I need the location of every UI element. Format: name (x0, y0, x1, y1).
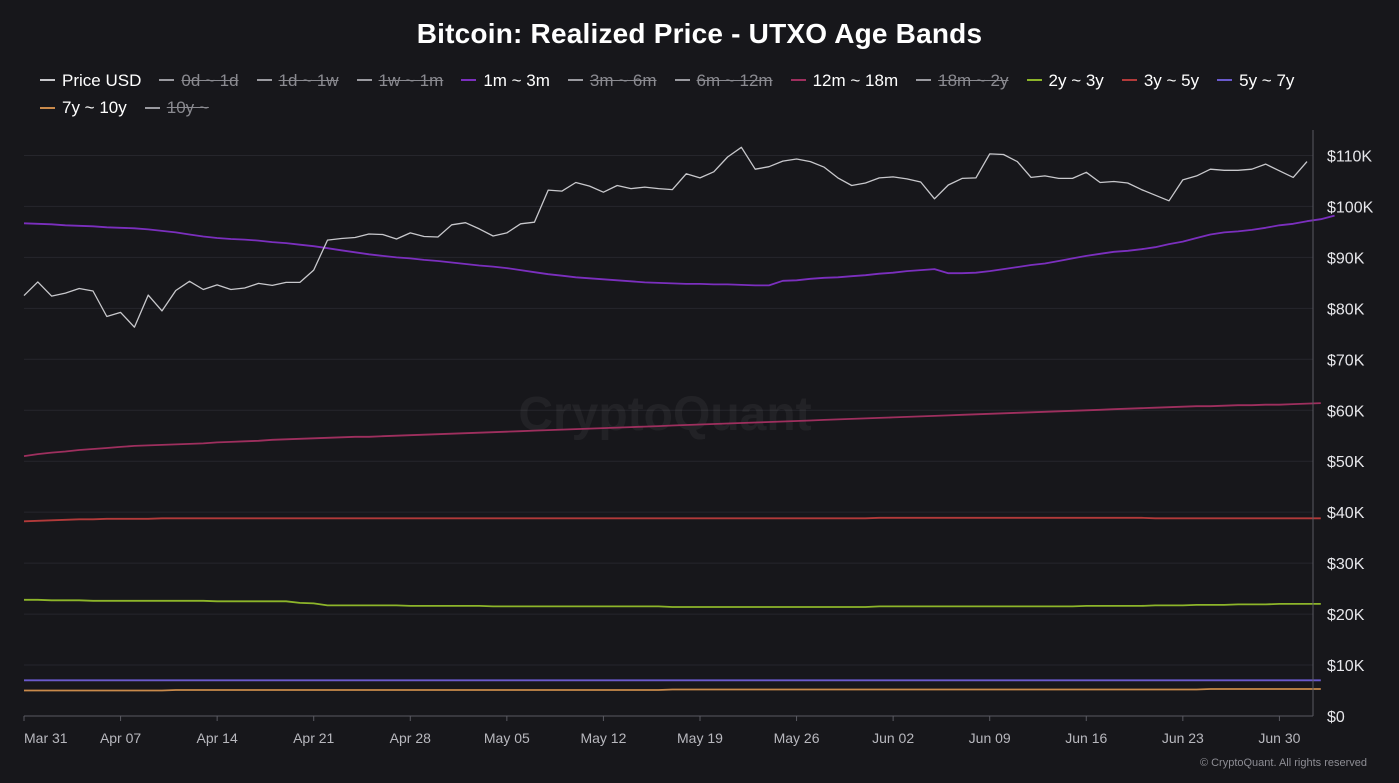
series-line-7y-10y (24, 688, 1321, 692)
legend-label: 3m ~ 6m (589, 70, 657, 90)
legend-label: 1m ~ 3m (483, 70, 550, 90)
legend-label: 5y ~ 7y (1239, 70, 1295, 90)
x-tick-label: May 05 (484, 730, 530, 746)
x-tick-label: Jun 16 (1065, 730, 1107, 746)
y-tick-label: $10K (1327, 658, 1365, 675)
legend-swatch (159, 79, 175, 81)
legend-swatch (674, 79, 690, 81)
legend-item-12[interactable]: 7y ~ 10y (40, 96, 127, 119)
legend-label: Price USD (62, 70, 142, 90)
legend-label: 10y ~ (166, 98, 209, 117)
legend-swatch (461, 79, 477, 81)
chart-title: Bitcoin: Realized Price - UTXO Age Bands (416, 18, 983, 49)
chart-legend: Price USD 0d ~ 1d 1d ~ 1w 1w ~ 1m 1m ~ 3m 3m … (40, 64, 1380, 119)
y-tick-label: $30K (1327, 556, 1365, 573)
y-tick-label: $80K (1327, 301, 1365, 318)
legend-item-3[interactable]: 1w ~ 1m (356, 69, 444, 92)
series-line-price-usd (23, 146, 1308, 328)
legend-label: 2y ~ 3y (1048, 70, 1104, 90)
x-tick-label: May 26 (774, 730, 820, 746)
series-line-3y-5y (23, 516, 1321, 523)
y-tick-label: $0 (1327, 709, 1345, 726)
legend-swatch (1121, 79, 1137, 81)
legend-swatch (256, 79, 272, 81)
x-tick-label: Jun 09 (969, 730, 1011, 746)
legend-swatch (1026, 79, 1042, 81)
legend-label: 1d ~ 1w (278, 70, 339, 90)
legend-item-5[interactable]: 3m ~ 6m (567, 69, 657, 92)
x-tick-label: Apr 28 (390, 730, 431, 746)
legend-label: 3y ~ 5y (1143, 70, 1200, 90)
legend-swatch (40, 79, 55, 81)
x-tick-label: Jun 02 (872, 730, 914, 746)
legend-swatch (356, 79, 372, 81)
legend-item-7[interactable]: 12m ~ 18m (790, 69, 899, 92)
legend-label: 0d ~ 1d (181, 70, 239, 90)
legend-label: 12m ~ 18m (812, 70, 899, 90)
legend-swatch (916, 79, 932, 81)
legend-label: 1w ~ 1m (378, 70, 444, 90)
legend-item-13[interactable]: 10y ~ (144, 96, 209, 119)
series-lines (23, 146, 1335, 692)
x-tick-label: Apr 14 (197, 730, 238, 746)
y-tick-label: $40K (1327, 505, 1365, 522)
legend-label: 7y ~ 10y (62, 98, 127, 117)
y-tick-label: $60K (1327, 403, 1365, 420)
legend-label: 6m ~ 12m (696, 70, 773, 90)
series-line-12m-18m (23, 402, 1321, 457)
legend-swatch (144, 106, 160, 109)
legend-item-2[interactable]: 1d ~ 1w (256, 69, 339, 92)
legend-item-8[interactable]: 18m ~ 2y (916, 69, 1009, 92)
y-tick-label: $50K (1327, 454, 1365, 471)
legend-item-9[interactable]: 2y ~ 3y (1026, 69, 1104, 92)
watermark: CryptoQuant (518, 388, 811, 441)
y-tick-label: $70K (1327, 352, 1365, 369)
legend-swatch (1217, 79, 1233, 81)
legend-item-11[interactable]: 5y ~ 7y (1217, 69, 1294, 92)
y-tick-label: $90K (1327, 250, 1365, 267)
x-tick-label: Mar 31 (24, 730, 68, 746)
x-tick-label: Jun 23 (1162, 730, 1204, 746)
legend-item-4[interactable]: 1m ~ 3m (461, 69, 550, 92)
axes: $0 $10K $20K $30K $40K $50K $60K $70K $80K $90K $1… (23, 130, 1374, 746)
legend-swatch (790, 79, 806, 81)
x-tick-label: Apr 07 (100, 730, 141, 746)
legend-item-1[interactable]: 0d ~ 1d (159, 69, 239, 92)
x-tick-label: May 19 (677, 730, 723, 746)
legend-swatch (40, 106, 55, 109)
legend-label: 18m ~ 2y (938, 70, 1009, 90)
x-tick-label: Jun 30 (1258, 730, 1300, 746)
legend-item-6[interactable]: 6m ~ 12m (674, 69, 773, 92)
x-tick-label: May 12 (580, 730, 626, 746)
y-tick-label: $20K (1327, 607, 1365, 624)
legend-swatch (567, 79, 583, 81)
series-line-1m-3m (23, 214, 1335, 287)
legend-item-10[interactable]: 3y ~ 5y (1121, 69, 1200, 92)
series-line-2y-3y (24, 598, 1321, 608)
legend-item-0[interactable]: Price USD (40, 69, 141, 92)
y-tick-label: $100K (1327, 199, 1374, 216)
copyright-footer: © CryptoQuant. All rights reserved (1199, 757, 1367, 769)
y-tick-label: $110K (1327, 148, 1372, 165)
x-tick-label: Apr 21 (293, 730, 334, 746)
